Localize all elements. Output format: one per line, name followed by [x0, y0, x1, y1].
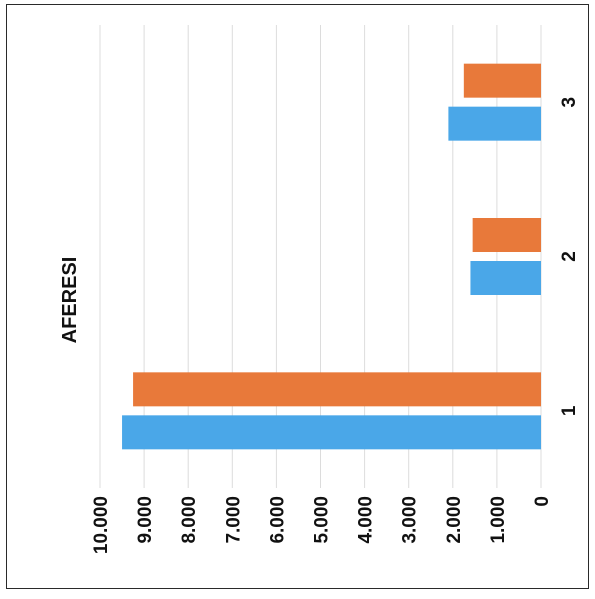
value-axis-ticks: 0 1.000 2.000 3.000 4.000 5.000 6.000 7.000 8.00…	[91, 496, 553, 554]
category-tick-label: 2	[559, 251, 580, 262]
value-tick-label: 6.000	[267, 496, 288, 544]
category-tick-label: 3	[559, 97, 580, 108]
bar-series1-cat2	[470, 261, 541, 295]
bars	[122, 63, 542, 450]
value-tick-label: 7.000	[223, 496, 244, 544]
bar-series2-cat3	[463, 63, 541, 98]
chart-frame	[6, 4, 589, 589]
gridlines	[99, 25, 542, 488]
bar-series2-cat1	[133, 372, 541, 407]
value-tick-label: 2.000	[444, 496, 465, 544]
value-tick-label: 4.000	[356, 496, 377, 544]
bar-series1-cat3	[448, 106, 541, 141]
bar-series2-cat2	[472, 218, 541, 252]
bar-series1-cat1	[122, 415, 542, 450]
category-axis-ticks: 1 2 3	[559, 97, 580, 416]
value-tick-label: 0	[532, 496, 553, 507]
value-tick-label: 9.000	[135, 496, 156, 544]
value-tick-label: 5.000	[312, 496, 333, 544]
value-tick-label: 8.000	[179, 496, 200, 544]
value-tick-label: 1.000	[488, 496, 509, 544]
category-tick-label: 1	[559, 405, 580, 416]
value-tick-label: 10.000	[91, 496, 112, 554]
chart-title: AFERESI	[59, 257, 81, 344]
value-tick-label: 3.000	[400, 496, 421, 544]
